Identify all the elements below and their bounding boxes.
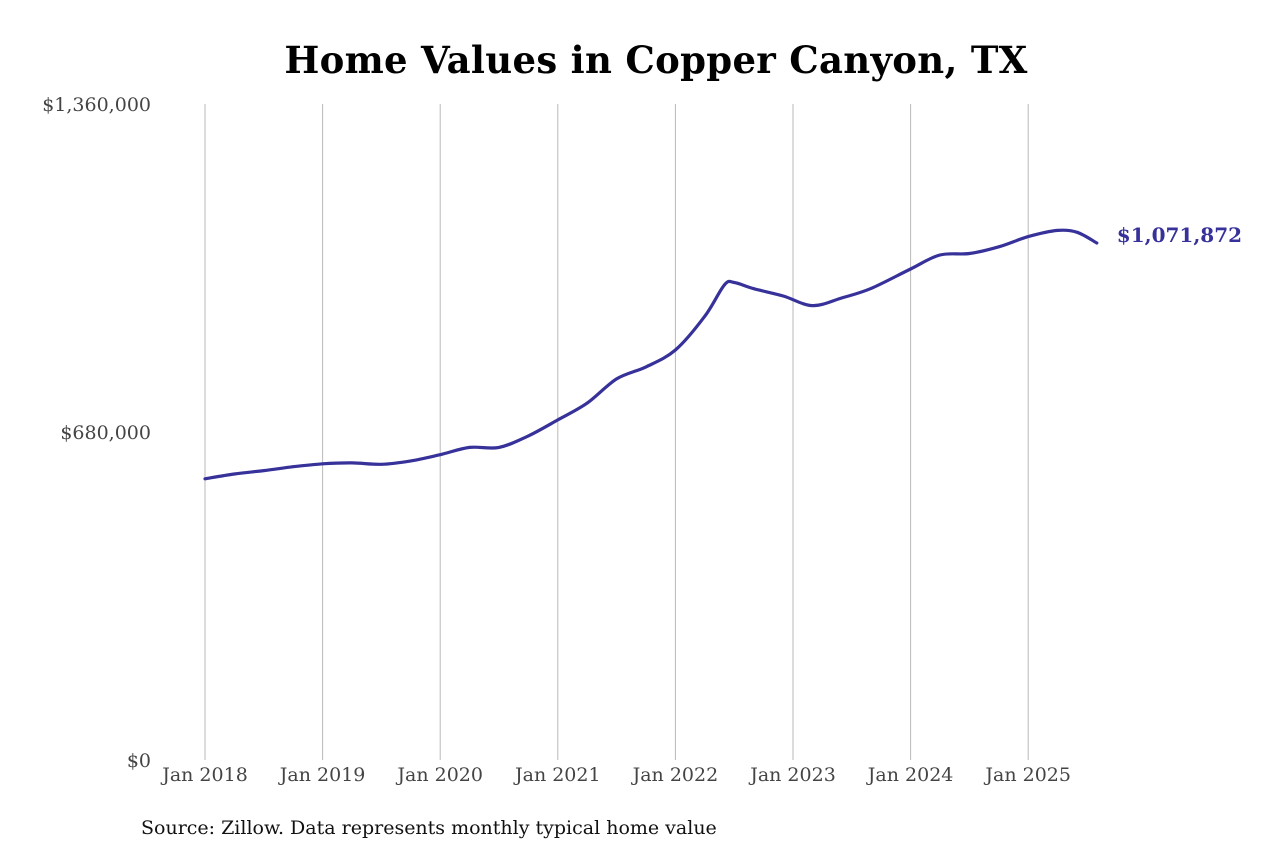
x-tick-label: Jan 2023	[748, 764, 836, 786]
x-axis-ticks: Jan 2018 Jan 2019 Jan 2020 Jan 2021 Jan 2022…	[160, 764, 1071, 786]
series-layer: $1,071,872	[203, 223, 1242, 481]
data-point	[752, 287, 756, 291]
data-point	[409, 459, 413, 463]
y-tick-label: $1,360,000	[42, 94, 151, 116]
x-tick-label: Jan 2022	[631, 764, 719, 786]
data-point	[1095, 241, 1099, 245]
data-point	[615, 377, 618, 381]
data-point	[723, 283, 726, 287]
x-tick-label: Jan 2021	[513, 764, 601, 786]
x-tick-label: Jan 2024	[866, 764, 954, 786]
data-point	[262, 469, 266, 472]
grid-lines	[204, 104, 1029, 760]
x-tick-label: Jan 2018	[160, 764, 248, 786]
data-point	[781, 294, 785, 298]
y-tick-label: $680,000	[60, 422, 151, 444]
data-point	[350, 461, 354, 465]
data-point	[811, 304, 814, 307]
data-point	[968, 252, 971, 255]
data-point	[870, 286, 873, 290]
data-point	[468, 446, 471, 449]
data-point	[321, 462, 324, 466]
end-value-label: $1,071,872	[1117, 223, 1242, 247]
data-point	[438, 453, 442, 457]
data-point	[1026, 235, 1030, 239]
data-point	[732, 281, 736, 284]
data-point	[703, 314, 707, 318]
data-point	[938, 253, 942, 257]
data-point	[644, 365, 648, 369]
data-point	[203, 477, 207, 481]
data-point	[840, 296, 844, 300]
x-tick-label: Jan 2020	[395, 764, 483, 786]
series-line	[203, 228, 1099, 481]
data-point	[556, 418, 560, 422]
y-tick-label: $0	[127, 750, 151, 772]
data-point	[497, 446, 501, 449]
data-point	[380, 462, 383, 466]
source-note: Source: Zillow. Data represents monthly …	[141, 817, 717, 839]
data-point	[909, 267, 912, 271]
data-point	[585, 401, 589, 405]
chart-title: Home Values in Copper Canyon, TX	[284, 38, 1028, 82]
x-tick-label: Jan 2019	[278, 764, 366, 786]
data-point	[997, 245, 1001, 249]
data-point	[291, 465, 295, 469]
y-axis-ticks: $0 $680,000 $1,360,000	[42, 94, 151, 772]
data-point	[1056, 229, 1059, 232]
data-point	[674, 348, 677, 352]
data-point	[233, 472, 236, 476]
x-tick-label: Jan 2025	[983, 764, 1071, 786]
data-point	[1075, 230, 1079, 234]
data-point	[527, 434, 530, 438]
